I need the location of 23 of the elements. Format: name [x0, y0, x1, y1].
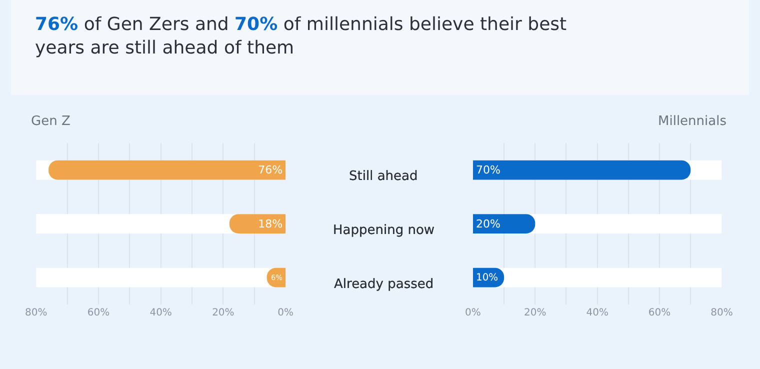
x-tick-label: 20% — [212, 307, 234, 318]
chart-title: 76% of Gen Zers and 70% of millennials believe their best years are still ahead of them — [35, 14, 567, 58]
x-tick-label: 60% — [648, 307, 671, 318]
bar — [229, 214, 286, 234]
data-label: 20% — [476, 217, 500, 230]
data-label: 76% — [258, 164, 283, 177]
data-label: 70% — [476, 164, 500, 177]
x-tick-label: 80% — [710, 307, 733, 318]
text: Gen Z — [31, 114, 70, 129]
text: Millennials — [658, 114, 727, 129]
data-label: 10% — [476, 272, 498, 284]
x-tick-label: 80% — [24, 307, 48, 318]
x-tick-label: 0% — [465, 307, 481, 318]
bar — [472, 214, 536, 234]
x-tick-label: 20% — [524, 307, 546, 318]
data-label: 18% — [258, 217, 283, 230]
x-tick-label: 0% — [278, 307, 294, 318]
y-tick-label: Already passed — [334, 277, 434, 292]
x-tick-label: 40% — [586, 307, 608, 318]
y-tick-label: Still ahead — [349, 169, 418, 184]
y-tick-label: Happening now — [333, 223, 435, 238]
x-tick-label: 60% — [87, 307, 110, 318]
x-tick-label: 40% — [150, 307, 172, 318]
